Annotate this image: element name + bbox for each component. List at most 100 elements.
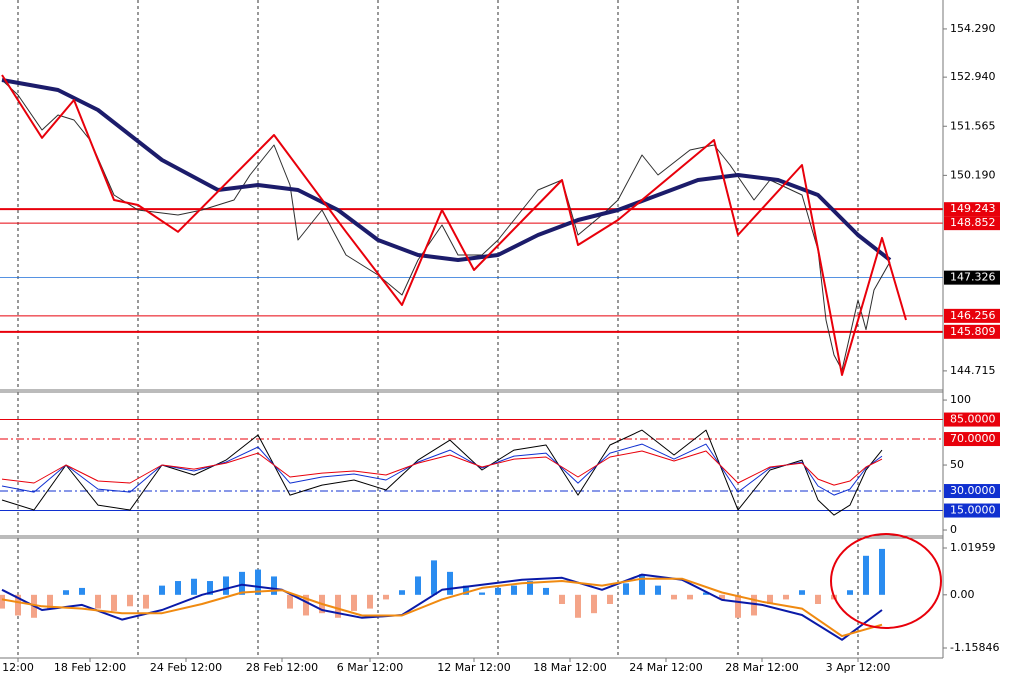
level-label-box — [944, 412, 1000, 427]
level-label: 15.0000 — [950, 504, 996, 517]
histogram-bar — [207, 581, 213, 595]
histogram-bar — [367, 594, 373, 609]
histogram-bar — [255, 569, 261, 595]
histogram-bar — [127, 594, 133, 607]
histogram-bar — [399, 590, 405, 595]
histogram-bar — [143, 594, 149, 609]
plot-area — [0, 0, 943, 658]
y-tick-label: 100 — [950, 393, 971, 406]
histogram-bar — [655, 585, 661, 595]
histogram-bar — [479, 592, 485, 595]
histogram-bar — [415, 576, 421, 595]
level-label-box — [944, 503, 1000, 518]
series-line — [1, 78, 892, 262]
x-tick-label: 12:00 — [2, 661, 34, 674]
level-label-box — [944, 484, 1000, 499]
histogram-bar — [351, 594, 357, 611]
histogram-bar — [607, 594, 613, 604]
histogram-bar — [463, 585, 469, 595]
histogram-bar — [383, 594, 389, 600]
histogram-bar — [815, 594, 821, 604]
level-label-box — [944, 216, 1000, 231]
histogram-bar — [623, 583, 629, 595]
level-label-box — [944, 432, 1000, 447]
histogram-bar — [431, 560, 437, 595]
y-tick-label: 144.715 — [950, 364, 996, 377]
y-tick-label: 0.00 — [950, 588, 975, 601]
histogram-bar — [95, 594, 101, 609]
histogram-bar — [687, 594, 693, 600]
histogram-bar — [543, 587, 549, 595]
level-label-box — [944, 202, 1000, 217]
x-tick-label: 18 Mar 12:00 — [533, 661, 606, 674]
histogram-bar — [767, 594, 773, 604]
y-tick-label: 151.565 — [950, 119, 996, 132]
histogram-bar — [335, 594, 341, 618]
highlight-circle — [830, 533, 942, 629]
histogram-bar — [639, 574, 645, 595]
histogram-bar — [799, 590, 805, 595]
x-tick-label: 6 Mar 12:00 — [337, 661, 403, 674]
histogram-bar — [159, 585, 165, 595]
level-label: 148.852 — [950, 216, 996, 229]
histogram-bar — [751, 594, 757, 616]
histogram-bar — [703, 592, 709, 595]
level-label-box — [944, 324, 1000, 339]
level-label: 145.809 — [950, 325, 996, 338]
x-tick-label: 24 Mar 12:00 — [629, 661, 702, 674]
histogram-bar — [63, 590, 69, 595]
x-tick-label: 28 Mar 12:00 — [725, 661, 798, 674]
level-label: 30.0000 — [950, 484, 996, 497]
histogram-bar — [47, 594, 53, 609]
histogram-bar — [847, 590, 853, 595]
histogram-bar — [271, 576, 277, 595]
histogram-bar — [303, 594, 309, 616]
histogram-bar — [15, 594, 21, 616]
histogram-bar — [591, 594, 597, 614]
series-line — [1, 79, 891, 371]
x-tick-label: 18 Feb 12:00 — [54, 661, 126, 674]
level-label-box — [944, 270, 1000, 285]
y-tick-label: 50 — [950, 458, 964, 471]
level-label: 85.0000 — [950, 413, 996, 426]
histogram-bar — [447, 571, 453, 595]
y-tick-label: -1.15846 — [950, 641, 999, 654]
x-tick-label: 12 Mar 12:00 — [437, 661, 510, 674]
histogram-bar — [287, 594, 293, 609]
y-tick-label: 150.190 — [950, 168, 996, 181]
histogram-bar — [79, 587, 85, 595]
histogram-bar — [511, 585, 517, 595]
x-tick-label: 28 Feb 12:00 — [246, 661, 318, 674]
series-line — [1, 74, 907, 376]
level-label: 146.256 — [950, 309, 996, 322]
histogram-bar — [239, 571, 245, 595]
histogram-bar — [719, 594, 725, 600]
histogram-bar — [559, 594, 565, 604]
histogram-bar — [735, 594, 741, 618]
histogram-bar — [191, 578, 197, 595]
histogram-bar — [495, 587, 501, 595]
histogram-bar — [575, 594, 581, 618]
y-tick-label: 0 — [950, 523, 957, 536]
level-label: 70.0000 — [950, 432, 996, 445]
histogram-bar — [879, 548, 885, 595]
histogram-bar — [0, 594, 5, 609]
histogram-bar — [863, 555, 869, 595]
histogram-bar — [671, 594, 677, 600]
histogram-bar — [223, 576, 229, 595]
y-tick-label: 154.290 — [950, 22, 996, 35]
histogram-bar — [111, 594, 117, 611]
histogram-bar — [175, 581, 181, 595]
level-label: 147.326 — [950, 271, 996, 284]
x-tick-label: 3 Apr 12:00 — [826, 661, 891, 674]
series-line — [1, 450, 883, 486]
series-line — [1, 577, 883, 638]
x-tick-label: 24 Feb 12:00 — [150, 661, 222, 674]
level-label-box — [944, 308, 1000, 323]
histogram-bar — [783, 594, 789, 600]
histogram-bar — [527, 581, 533, 595]
y-tick-label: 152.940 — [950, 70, 996, 83]
level-label: 149.243 — [950, 202, 996, 215]
